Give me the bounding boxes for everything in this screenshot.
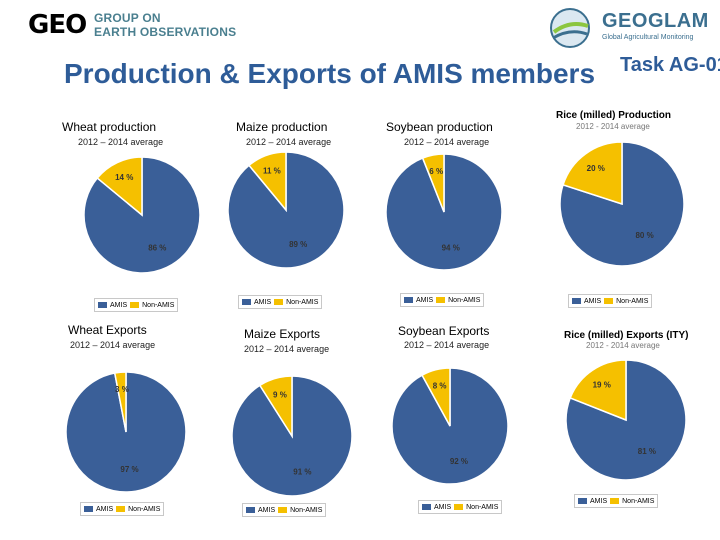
pie-chart: 3 % 97 % bbox=[65, 371, 187, 493]
pie-chart: 19 % 81 % bbox=[565, 359, 687, 481]
legend-label-amis: AMIS bbox=[416, 296, 434, 304]
pie-label-non-amis: 19 % bbox=[593, 380, 611, 389]
chart-legend: AMIS Non-AMIS bbox=[242, 503, 327, 517]
legend-swatch-amis bbox=[404, 297, 413, 303]
chart-title: Soybean production bbox=[386, 120, 493, 134]
pie-slice-non-amis bbox=[562, 141, 623, 206]
chart-legend: AMIS Non-AMIS bbox=[568, 294, 653, 308]
legend-swatch-non-amis bbox=[274, 299, 284, 305]
legend-swatch-amis bbox=[98, 302, 107, 308]
pie-chart: 6 % 94 % bbox=[385, 153, 503, 271]
geo-logo: GEO GROUP ON EARTH OBSERVATIONS bbox=[28, 8, 238, 42]
page-title: Production & Exports of AMIS members bbox=[64, 58, 596, 89]
globe-icon bbox=[550, 8, 590, 48]
chart-title: Rice (milled) Production bbox=[556, 110, 672, 121]
pie-label-amis: 86 % bbox=[148, 244, 166, 253]
geoglam-subtitle: Global Agricultural Monitoring bbox=[602, 34, 694, 41]
pie-label-non-amis: 3 % bbox=[115, 385, 129, 394]
chart-title: Wheat production bbox=[62, 120, 157, 134]
chart-subtitle: 2012 – 2014 average bbox=[404, 340, 490, 350]
pie-slice-non-amis bbox=[421, 153, 445, 213]
chart-title: Maize production bbox=[236, 120, 328, 134]
geo-logo-line1: GROUP ON bbox=[94, 11, 161, 25]
geo-logo-mark: GEO bbox=[28, 10, 87, 40]
chart-title: Wheat Exports bbox=[68, 323, 147, 337]
pie-label-non-amis: 6 % bbox=[429, 167, 443, 176]
legend-label-amis: AMIS bbox=[254, 298, 272, 306]
legend-label-amis: AMIS bbox=[96, 505, 114, 513]
legend-label-non-amis: Non-AMIS bbox=[128, 505, 161, 513]
legend-label-amis: AMIS bbox=[258, 506, 276, 514]
pie-label-amis: 94 % bbox=[442, 243, 460, 252]
chart-legend: AMIS Non-AMIS bbox=[94, 298, 179, 312]
legend-swatch-amis bbox=[572, 298, 581, 304]
pie-chart: 14 % 86 % bbox=[83, 156, 201, 274]
geoglam-logo: GEOGLAM Global Agricultural Monitoring bbox=[546, 6, 718, 50]
pie-label-non-amis: 14 % bbox=[115, 173, 133, 182]
pie-chart: 8 % 92 % bbox=[391, 367, 509, 485]
legend-swatch-amis bbox=[422, 504, 431, 510]
chart-subtitle: 2012 – 2014 average bbox=[404, 137, 490, 147]
pie-slice-non-amis bbox=[421, 367, 451, 427]
chart-legend: AMIS Non-AMIS bbox=[238, 295, 323, 309]
pie-slice-non-amis bbox=[258, 375, 293, 439]
legend-swatch-amis bbox=[84, 506, 93, 512]
pie-label-amis: 92 % bbox=[450, 457, 468, 466]
chart-title: Maize Exports bbox=[244, 327, 321, 341]
pie-label-amis: 97 % bbox=[120, 465, 138, 474]
chart-subtitle: 2012 - 2014 average bbox=[586, 341, 660, 350]
legend-swatch-non-amis bbox=[604, 298, 614, 304]
chart-title: Rice (milled) Exports (ITY) bbox=[564, 330, 689, 341]
pie-label-amis: 80 % bbox=[635, 231, 653, 240]
pie-label-amis: 89 % bbox=[289, 240, 307, 249]
legend-swatch-non-amis bbox=[116, 506, 126, 512]
legend-swatch-non-amis bbox=[436, 297, 446, 303]
legend-label-amis: AMIS bbox=[110, 301, 128, 309]
geo-logo-text: GROUP ON EARTH OBSERVATIONS bbox=[94, 11, 236, 39]
chart-legend: AMIS Non-AMIS bbox=[80, 502, 165, 516]
legend-label-non-amis: Non-AMIS bbox=[466, 503, 499, 511]
legend-swatch-amis bbox=[242, 299, 251, 305]
chart-legend: AMIS Non-AMIS bbox=[574, 494, 659, 508]
legend-label-non-amis: Non-AMIS bbox=[142, 301, 175, 309]
chart-subtitle: 2012 – 2014 average bbox=[246, 137, 332, 147]
pie-label-amis: 81 % bbox=[638, 447, 656, 456]
task-label: Task AG-01 bbox=[620, 54, 720, 76]
pie-slice-non-amis bbox=[96, 156, 143, 217]
legend-label-amis: AMIS bbox=[584, 297, 602, 305]
chart-subtitle: 2012 – 2014 average bbox=[78, 137, 164, 147]
legend-swatch-amis bbox=[578, 498, 587, 504]
chart-subtitle: 2012 - 2014 average bbox=[576, 122, 650, 131]
geo-logo-line2: EARTH OBSERVATIONS bbox=[94, 25, 237, 39]
legend-label-non-amis: Non-AMIS bbox=[448, 296, 481, 304]
legend-label-non-amis: Non-AMIS bbox=[616, 297, 649, 305]
legend-swatch-non-amis bbox=[454, 504, 464, 510]
pie-chart: 11 % 89 % bbox=[227, 151, 345, 269]
pie-slice-non-amis bbox=[569, 359, 627, 422]
legend-swatch-amis bbox=[246, 507, 255, 513]
chart-legend: AMIS Non-AMIS bbox=[400, 293, 485, 307]
legend-label-amis: AMIS bbox=[434, 503, 452, 511]
pie-chart: 20 % 80 % bbox=[559, 141, 685, 267]
pie-label-non-amis: 8 % bbox=[433, 382, 447, 391]
legend-swatch-non-amis bbox=[130, 302, 140, 308]
chart-legend: AMIS Non-AMIS bbox=[418, 500, 503, 514]
legend-label-non-amis: Non-AMIS bbox=[290, 506, 323, 514]
pie-chart: 9 % 91 % bbox=[231, 375, 353, 497]
pie-label-non-amis: 20 % bbox=[587, 164, 605, 173]
pie-slice-non-amis bbox=[247, 151, 287, 213]
chart-title: Soybean Exports bbox=[398, 324, 490, 338]
legend-swatch-non-amis bbox=[610, 498, 620, 504]
chart-subtitle: 2012 – 2014 average bbox=[70, 340, 156, 350]
legend-label-amis: AMIS bbox=[590, 497, 608, 505]
chart-subtitle: 2012 – 2014 average bbox=[244, 344, 330, 354]
legend-label-non-amis: Non-AMIS bbox=[622, 497, 655, 505]
geoglam-name: GEOGLAM bbox=[602, 10, 709, 32]
pie-slice-non-amis bbox=[113, 371, 127, 433]
pie-label-non-amis: 9 % bbox=[273, 391, 287, 400]
legend-swatch-non-amis bbox=[278, 507, 288, 513]
pie-label-amis: 91 % bbox=[293, 468, 311, 477]
pie-label-non-amis: 11 % bbox=[263, 167, 281, 176]
legend-label-non-amis: Non-AMIS bbox=[286, 298, 319, 306]
